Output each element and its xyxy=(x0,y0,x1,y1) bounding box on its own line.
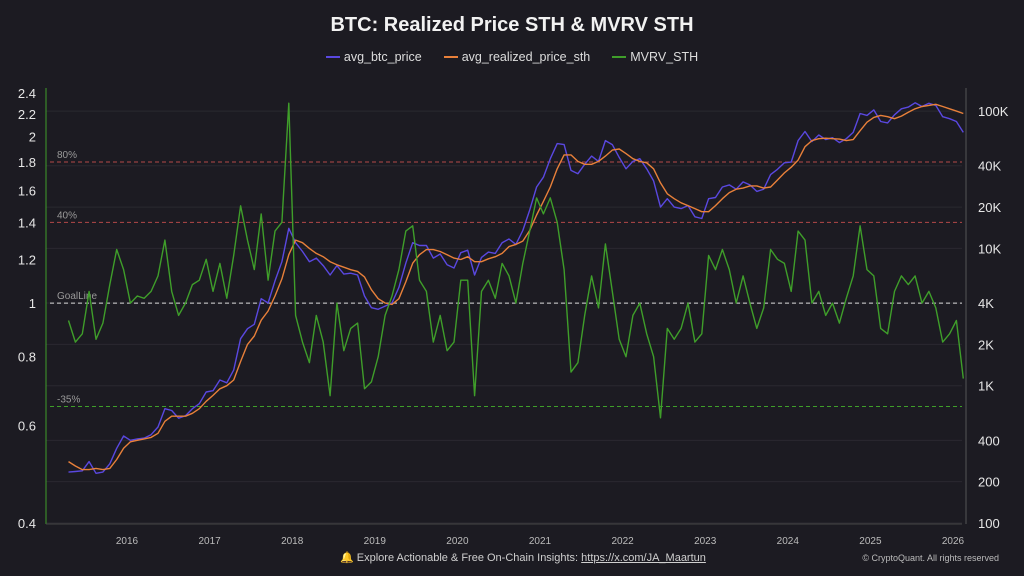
x-tick-label: 2016 xyxy=(116,536,139,547)
right-tick-label: 4K xyxy=(978,296,994,311)
right-tick-label: 10K xyxy=(978,241,1001,256)
right-tick-label: 40K xyxy=(978,159,1001,174)
bell-icon: 🔔 xyxy=(340,552,354,564)
series-line-avg-btc-price xyxy=(68,102,964,474)
right-tick-label: 1K xyxy=(978,379,994,394)
left-tick-label: 1 xyxy=(29,296,36,311)
x-tick-label: 2026 xyxy=(942,536,965,547)
left-tick-label: 1.8 xyxy=(18,155,36,170)
x-tick-label: 2017 xyxy=(198,536,221,547)
x-tick-label: 2019 xyxy=(364,536,387,547)
left-tick-label: 1.4 xyxy=(18,215,36,230)
left-tick-label: 0.6 xyxy=(18,419,36,434)
x-tick-label: 2024 xyxy=(777,536,800,547)
left-tick-label: 0.8 xyxy=(18,350,36,365)
right-tick-label: 100K xyxy=(978,104,1009,119)
footer-text: Explore Actionable & Free On-Chain Insig… xyxy=(356,552,582,564)
footer: 🔔 Explore Actionable & Free On-Chain Ins… xyxy=(340,551,706,564)
x-tick-label: 2023 xyxy=(694,536,717,547)
copyright: © CryptoQuant. All rights reserved xyxy=(862,553,999,563)
legend-item-btc-price[interactable]: avg_btc_price xyxy=(325,50,422,64)
legend-label: avg_realized_price_sth xyxy=(461,50,591,64)
x-tick-label: 2018 xyxy=(281,536,304,547)
legend-item-realized-price[interactable]: avg_realized_price_sth xyxy=(443,50,591,64)
series-line-avg-realized-price-sth xyxy=(68,103,964,471)
left-tick-label: 2.2 xyxy=(18,107,36,122)
left-tick-label: 1.2 xyxy=(18,252,36,267)
legend-swatch xyxy=(325,56,340,58)
left-tick-label: 2.4 xyxy=(18,86,36,101)
left-tick-label: 2 xyxy=(29,130,36,145)
footer-link[interactable]: https://x.com/JA_Maartun xyxy=(581,552,706,564)
legend: avg_btc_price avg_realized_price_sth MVR… xyxy=(0,50,1024,64)
reference-line-label: 80% xyxy=(57,150,77,161)
x-tick-label: 2022 xyxy=(611,536,634,547)
x-tick-label: 2020 xyxy=(446,536,469,547)
left-tick-label: 1.6 xyxy=(18,183,36,198)
series-line-mvrv-sth xyxy=(67,102,964,419)
x-tick-label: 2025 xyxy=(859,536,882,547)
right-tick-label: 2K xyxy=(978,337,994,352)
legend-label: MVRV_STH xyxy=(630,50,699,64)
legend-swatch xyxy=(612,56,627,58)
right-tick-label: 100 xyxy=(978,516,1000,531)
x-tick-label: 2021 xyxy=(529,536,552,547)
chart-title: BTC: Realized Price STH & MVRV STH xyxy=(330,14,694,36)
reference-line-label: GoalLine xyxy=(57,291,97,302)
left-tick-label: 0.4 xyxy=(18,516,36,531)
right-tick-label: 20K xyxy=(978,200,1001,215)
right-tick-label: 400 xyxy=(978,433,1000,448)
legend-swatch xyxy=(443,56,458,58)
legend-item-mvrv[interactable]: MVRV_STH xyxy=(612,50,698,64)
right-tick-label: 200 xyxy=(978,475,1000,490)
legend-label: avg_btc_price xyxy=(343,50,422,64)
reference-line-label: -35% xyxy=(57,394,80,405)
reference-line-label: 40% xyxy=(57,210,77,221)
